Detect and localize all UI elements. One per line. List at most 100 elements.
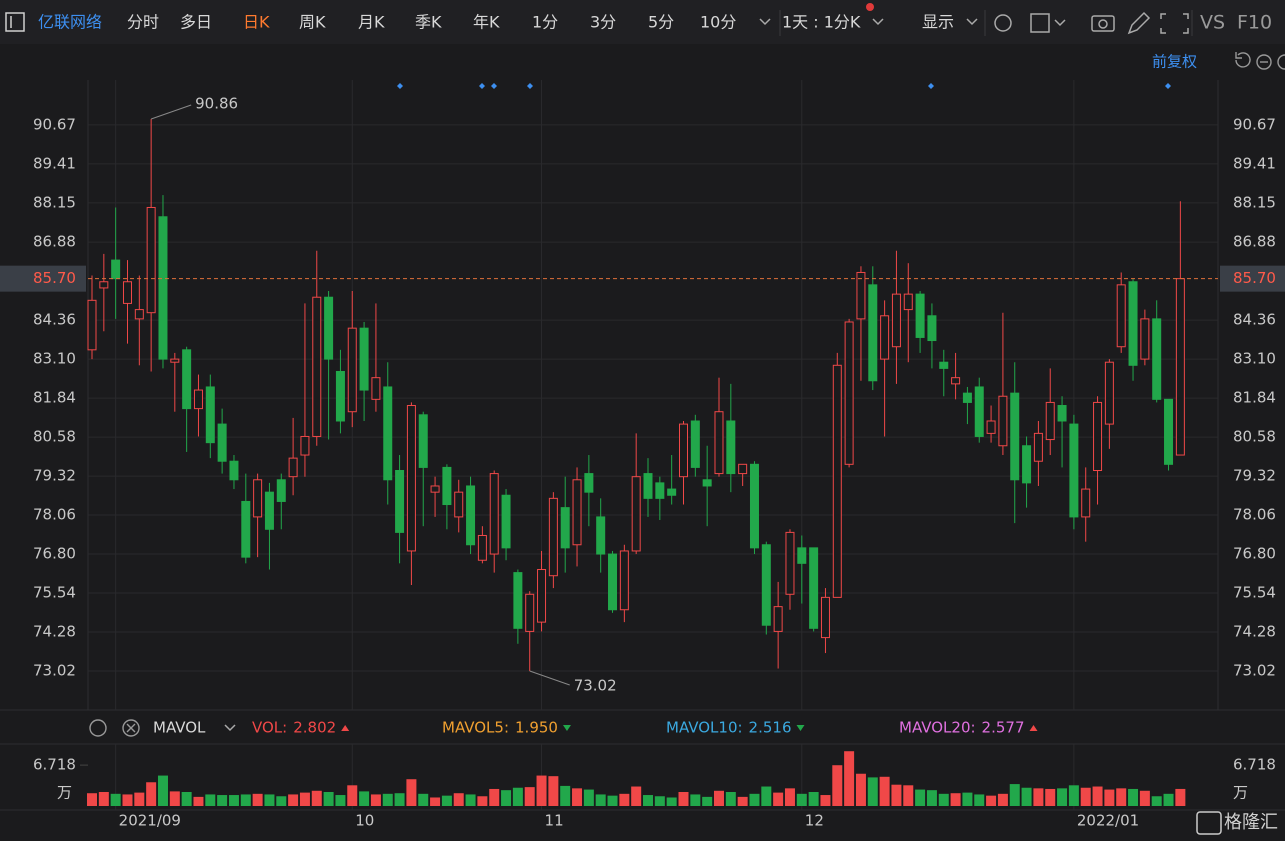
- toolbar-item[interactable]: 周K: [299, 13, 326, 32]
- y-tick-label-right: 80.58: [1233, 428, 1276, 446]
- candle-body: [1128, 281, 1138, 366]
- candle-body: [714, 411, 724, 475]
- volume-bar: [583, 789, 594, 806]
- volume-bar: [418, 793, 429, 806]
- layout-icon[interactable]: [1030, 13, 1050, 33]
- high-leader: [150, 104, 192, 120]
- readout-arrow: [562, 725, 571, 731]
- camera-icon[interactable]: [1091, 15, 1115, 32]
- candle-body: [844, 321, 854, 465]
- indicator-settings-icon[interactable]: [89, 719, 107, 737]
- dropdown-arrow[interactable]: [1054, 19, 1066, 27]
- candle-body: [122, 281, 132, 304]
- candle-body: [466, 485, 476, 546]
- y-tick-label: 78.06: [33, 506, 76, 524]
- draw-icon[interactable]: [1127, 11, 1151, 35]
- toolbar-item[interactable]: 3分: [590, 13, 616, 32]
- x-tick-label: 11: [545, 812, 564, 830]
- undo-icon[interactable]: [1235, 52, 1251, 68]
- volume-bar: [288, 794, 299, 806]
- dropdown-arrow[interactable]: [872, 18, 884, 26]
- volume-bar: [87, 793, 97, 806]
- volume-bar: [193, 796, 204, 806]
- candle-body: [868, 284, 878, 382]
- y-tick-label: 76.80: [33, 545, 76, 563]
- dropdown-arrow[interactable]: [966, 18, 978, 26]
- volume-bar: [855, 773, 866, 806]
- event-marker[interactable]: [1165, 83, 1171, 89]
- candle-body: [702, 479, 712, 487]
- volume-bar: [926, 790, 937, 806]
- event-marker[interactable]: [491, 83, 497, 89]
- high-label: 90.86: [195, 94, 238, 112]
- candle-body: [667, 488, 677, 496]
- volume-bar: [347, 785, 358, 806]
- indicator-close-x: [126, 723, 136, 733]
- volume-bar: [903, 785, 914, 806]
- toolbar-item[interactable]: 10分: [700, 13, 736, 32]
- volume-bar: [217, 795, 228, 806]
- toolbar-item[interactable]: 季K: [415, 13, 442, 32]
- y-tick-label-right: 84.36: [1233, 311, 1276, 329]
- adjust-label[interactable]: 前复权: [1152, 53, 1197, 71]
- event-marker[interactable]: [397, 83, 403, 89]
- volume-bar: [110, 793, 121, 806]
- event-marker[interactable]: [928, 83, 934, 89]
- candle-body: [951, 377, 961, 385]
- toolbar-item[interactable]: VS: [1200, 12, 1225, 34]
- y-tick-label: 88.15: [33, 193, 76, 211]
- volume-bar: [643, 795, 654, 806]
- volume-bar: [962, 792, 973, 806]
- volume-bar: [666, 797, 677, 806]
- candle-body: [111, 259, 121, 280]
- indicator-name[interactable]: MAVOL: [153, 719, 206, 737]
- candle-body: [170, 358, 180, 363]
- candle-body: [146, 206, 156, 314]
- toolbar-item[interactable]: 日K: [243, 13, 270, 32]
- settings-icon[interactable]: [994, 14, 1012, 32]
- y-tick-label: 75.54: [33, 584, 76, 602]
- candle-body: [560, 507, 570, 549]
- candle-body: [430, 485, 440, 493]
- fullscreen-icon[interactable]: [1160, 13, 1189, 34]
- candle-body: [537, 569, 547, 623]
- event-marker[interactable]: [479, 83, 485, 89]
- zoom-in-icon[interactable]: [1277, 54, 1285, 70]
- toolbar-item[interactable]: 1天 : 1分K: [782, 13, 861, 32]
- volume-bar: [465, 794, 476, 806]
- candle-body: [1164, 398, 1174, 465]
- candle-body: [501, 494, 511, 549]
- y-tick-label: 80.58: [33, 428, 76, 446]
- candle-body: [596, 516, 606, 555]
- toolbar-item[interactable]: 1分: [532, 13, 558, 32]
- volume-bar: [548, 776, 559, 806]
- toolbar-item[interactable]: F10: [1237, 12, 1272, 34]
- volume-bar: [157, 775, 168, 806]
- volume-bar: [702, 796, 713, 806]
- toolbar-item[interactable]: 月K: [358, 13, 385, 32]
- volume-bar: [1092, 786, 1103, 806]
- menu-icon[interactable]: [5, 12, 25, 32]
- toolbar-item[interactable]: 5分: [648, 13, 674, 32]
- toolbar-item[interactable]: 多日: [180, 13, 212, 32]
- candle-body: [1045, 401, 1055, 441]
- camera-lens: [1098, 19, 1108, 29]
- toolbar-item[interactable]: 显示: [922, 13, 954, 32]
- toolbar-item[interactable]: 分时: [127, 13, 159, 32]
- candle-body: [371, 377, 381, 400]
- volume-bar: [1163, 793, 1174, 806]
- zoom-out-icon[interactable]: [1256, 54, 1272, 70]
- toolbar-item[interactable]: 年K: [473, 13, 500, 32]
- dropdown-arrow[interactable]: [759, 18, 771, 26]
- toolbar-item[interactable]: 亿联网络: [38, 13, 102, 32]
- candle-body: [820, 596, 830, 639]
- candle-body: [418, 414, 428, 468]
- dropdown-arrow[interactable]: [224, 724, 236, 732]
- event-marker[interactable]: [527, 83, 533, 89]
- candle-body: [927, 315, 937, 342]
- candle-body: [442, 466, 452, 506]
- candle-body: [395, 470, 405, 533]
- indicator-close-icon[interactable]: [122, 719, 140, 737]
- candle-body: [785, 531, 795, 595]
